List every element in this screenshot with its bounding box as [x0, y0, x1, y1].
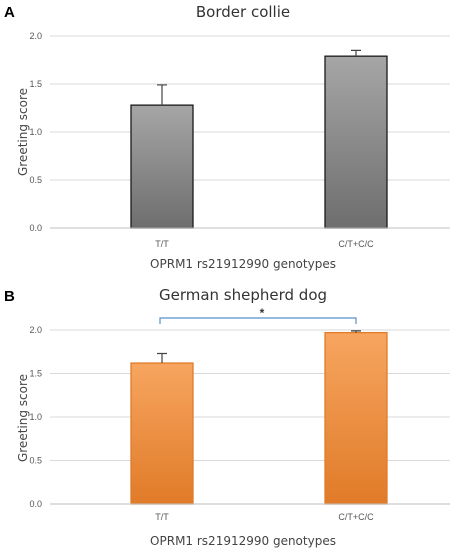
x-tick-label: C/T+C/C [338, 512, 374, 522]
chart-title-a: Border collie [196, 3, 290, 21]
bar-a-2 [324, 55, 388, 229]
error-bars-a [157, 49, 361, 106]
y-tick-label: 0.5 [29, 456, 42, 466]
y-tick-label: 1.0 [29, 412, 42, 422]
x-tick-label: T/T [155, 512, 169, 522]
error-bar-a-2 [351, 49, 361, 57]
bar-b-1 [130, 362, 194, 505]
bars-b [130, 331, 388, 505]
gridlines-b [50, 329, 450, 461]
bars-a [130, 55, 388, 229]
y-tick-label: 0.5 [29, 175, 42, 185]
significance-bracket [159, 317, 357, 324]
y-axis-label-a: Greeting score [16, 88, 30, 176]
error-bar-a-1 [157, 84, 167, 106]
panel-letter-b: B [4, 288, 15, 305]
x-ticks-a: T/T C/T+C/C [155, 239, 374, 249]
y-tick-label: 2.0 [29, 31, 42, 41]
bar-b-2 [324, 331, 388, 505]
y-tick-label: 0.0 [29, 499, 42, 509]
y-ticks-b: 0.0 0.5 1.0 1.5 2.0 [29, 325, 42, 509]
error-bars-b [157, 330, 361, 364]
gridlines-a [50, 35, 450, 181]
x-tick-label: T/T [155, 239, 169, 249]
bar-a-1 [130, 104, 194, 229]
x-tick-label: C/T+C/C [338, 239, 374, 249]
panel-a: A Border collie Greeting score OPRM1 rs2… [4, 3, 450, 271]
x-axis-label-b: OPRM1 rs21912990 genotypes [150, 534, 336, 548]
x-axis-label-a: OPRM1 rs21912990 genotypes [150, 257, 336, 271]
x-ticks-b: T/T C/T+C/C [155, 512, 374, 522]
error-bar-b-1 [157, 352, 167, 364]
y-axis-label-b: Greeting score [16, 374, 30, 462]
y-tick-label: 2.0 [29, 325, 42, 335]
panel-b: B German shepherd dog Greeting score OPR… [4, 286, 450, 548]
chart-title-b: German shepherd dog [159, 286, 327, 304]
panel-letter-a: A [4, 4, 15, 21]
significance-marker: * [260, 306, 265, 320]
y-ticks-a: 0.0 0.5 1.0 1.5 2.0 [29, 31, 42, 233]
y-tick-label: 1.5 [29, 79, 42, 89]
y-tick-label: 1.5 [29, 369, 42, 379]
y-tick-label: 1.0 [29, 127, 42, 137]
error-bar-b-2 [351, 330, 361, 333]
y-tick-label: 0.0 [29, 223, 42, 233]
